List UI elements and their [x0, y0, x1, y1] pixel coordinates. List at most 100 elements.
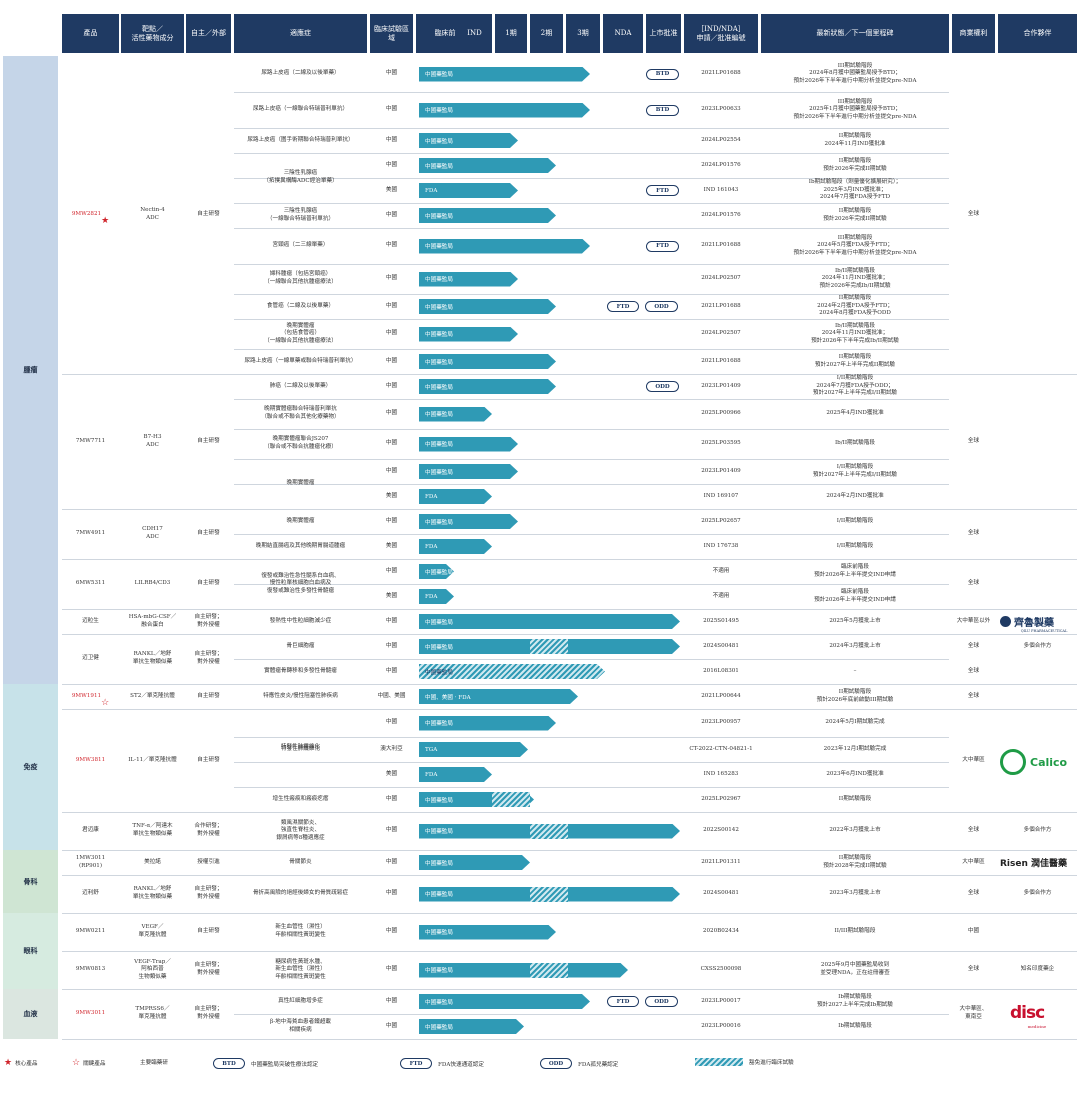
indication: 特應性皮炎/慢性阻塞性肺疾病: [263, 692, 338, 699]
trial-region: 美國: [385, 186, 398, 193]
area-0: 腫瘤: [3, 56, 58, 684]
indication: 三陰性乳腺癌 （拓撲異構酶ADC經治單藥）: [263, 170, 338, 184]
trial-region: 中國、美國: [377, 692, 406, 699]
application-number: 2025LP02967: [701, 795, 741, 802]
product-source: 授權引進: [197, 858, 220, 865]
key-product-star-icon: ☆: [101, 697, 110, 708]
application-number: 2025LP03595: [701, 440, 741, 447]
status-milestone: I/II期試驗階段: [836, 517, 874, 524]
product-name: 君迈康: [62, 812, 119, 850]
product-target: B7-H3 ADC: [143, 433, 162, 448]
trial-region: 美國: [385, 492, 398, 499]
designation-badge: ODD: [645, 301, 678, 312]
legend-pill: ODD: [540, 1058, 572, 1069]
application-number: 2016L08301: [703, 667, 739, 674]
product-name: 迈卫健: [62, 634, 119, 684]
product-source: 合作研發； 對外授權: [194, 823, 223, 837]
row-divider: [234, 429, 949, 430]
product-name: 迈利舒: [62, 875, 119, 913]
phase-bar: 中國藥監局: [419, 437, 518, 452]
status-milestone: 2023年3月獲批上市: [829, 890, 881, 897]
trial-region: 中國: [385, 517, 398, 524]
legend-core: ★ 核心產品: [4, 1058, 37, 1068]
row-divider: [234, 459, 949, 460]
status-milestone: II期試驗階段 預計2027年上半年完成II期試驗: [814, 353, 896, 368]
phase-bar: 中國藥監局: [419, 327, 518, 342]
application-number: 2024LP01576: [701, 211, 741, 218]
phase-bar: 中國藥監局: [419, 614, 680, 629]
product-label: 9MW0211: [75, 928, 106, 935]
phase-bar: 中國藥監局: [419, 1019, 524, 1034]
row-divider: [234, 584, 949, 585]
trial-region: 中國: [385, 410, 398, 417]
row-divider: [234, 294, 949, 295]
indication: β-地中海貧血患者鐵超載 相關疾病: [269, 1018, 332, 1033]
partner-text: 多個合作方: [1023, 827, 1052, 834]
risen-wordmark: Risen 潤佳醫藥: [1000, 858, 1068, 869]
phase-bar: 中國藥監局: [419, 464, 518, 479]
product-target: LILRB4/CD3: [134, 580, 171, 587]
trial-region: 澳大利亞: [380, 745, 403, 752]
row-divider: [234, 850, 949, 851]
product-name: 9MW3011: [62, 989, 119, 1039]
application-number: 2022S00142: [703, 827, 739, 834]
product-source: 自主研發； 對外授權: [194, 962, 223, 976]
indication: 新生血管性（濕性） 年齡相關性黃斑變性: [275, 924, 326, 938]
product-target: TMPRSS6／ 單克隆抗體: [135, 1006, 170, 1020]
row-divider: [234, 1014, 949, 1015]
row-divider: [234, 153, 949, 154]
indication: 食管癌（二線及以後單藥）: [266, 302, 335, 309]
product-name: 迈粒生: [62, 609, 119, 634]
area-4: 血液: [3, 989, 58, 1039]
trial-region: 中國: [385, 997, 398, 1004]
phase-bar: 中國藥監局: [419, 239, 590, 254]
application-number: 2025S01495: [703, 617, 739, 624]
phase-bar: 中國藥監局: [419, 514, 518, 529]
commercial-rights: 大中華區以外: [956, 617, 991, 624]
trial-region: 中國: [385, 136, 398, 143]
trial-region: 中國: [385, 330, 398, 337]
status-milestone: 2024年3月獲批上市: [829, 642, 881, 649]
indication: 骨關節炎: [289, 858, 312, 865]
trial-region: 中國: [385, 242, 398, 249]
product-label: 9MW3811: [75, 756, 106, 763]
legend-hatch: 豁免進行臨床試驗: [695, 1058, 794, 1066]
status-milestone: –: [853, 667, 857, 674]
application-number: 2023LP01409: [701, 382, 741, 389]
status-milestone: II期試驗階段: [838, 795, 872, 802]
status-milestone: 2025年4月IND獲批准: [826, 410, 884, 417]
commercial-rights: 大中華區: [962, 756, 985, 763]
status-milestone: 2024年2月IND獲批准: [826, 492, 884, 499]
status-milestone: Ib期試驗階段: [838, 1022, 872, 1029]
application-number: 2021LP01688: [701, 302, 741, 309]
legend-ongoing: 主要臨藥研: [140, 1060, 168, 1066]
commercial-rights: 大中華區: [962, 858, 985, 865]
header-cell: ［IND/NDA］ 申請／批准編號: [684, 14, 758, 53]
application-number: IND 161043: [703, 186, 739, 193]
exempt-segment: [530, 639, 568, 654]
status-milestone: II期試驗階段 預計2026年完成II期試驗: [823, 157, 887, 172]
area-1: 免疫: [3, 684, 58, 850]
application-number: IND 169107: [703, 492, 739, 499]
row-divider: [234, 609, 949, 610]
trial-region: 中國: [385, 106, 398, 113]
row-divider: [234, 634, 949, 635]
indication: 尿路上皮癌（一線單藥或聯合特瑞普利單抗）: [244, 357, 357, 364]
status-milestone: 2024年5月I期試驗完成: [825, 719, 885, 726]
calico-wordmark: Calico: [1030, 755, 1068, 769]
header-cell: 適應症: [234, 14, 367, 53]
phase-bar: 中國藥監局: [419, 133, 518, 148]
key-star-icon: ☆: [72, 1058, 81, 1068]
hatch-swatch: [695, 1058, 743, 1066]
legend-pill: FTD: [400, 1058, 432, 1069]
legend-label: FDA快速通道認定: [438, 1061, 484, 1068]
product-label: 9MW2821: [71, 211, 102, 218]
indication: 真性紅細胞增多症: [278, 997, 323, 1004]
product-target: RANKL／地舒 單抗生物類似藥: [132, 886, 173, 900]
product-name: 7MW4911: [62, 509, 119, 559]
product-source: 自主研發； 對外授權: [194, 1006, 223, 1020]
product-target: RANKL／地舒 單抗生物類似藥: [132, 651, 173, 665]
designation-badge: FTD: [646, 185, 679, 196]
qilu-subtitle: QILU PHARMACEUTICAL: [1020, 628, 1068, 633]
